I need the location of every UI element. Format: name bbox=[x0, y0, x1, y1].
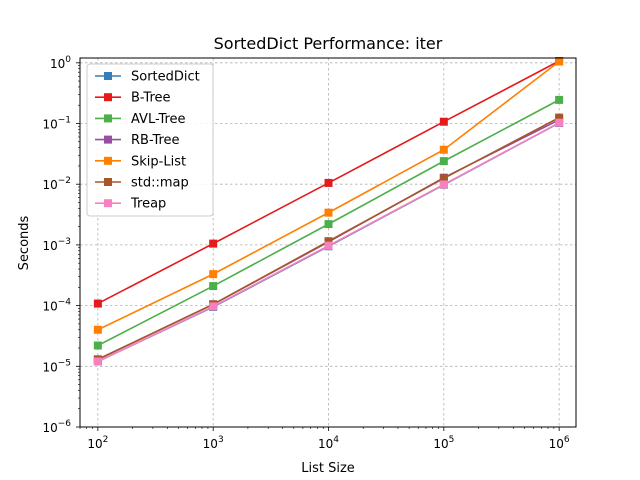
data-point bbox=[324, 237, 333, 246]
plot-frame bbox=[79, 57, 577, 428]
x-tick-label: 104 bbox=[318, 435, 339, 451]
legend-swatch-marker bbox=[104, 114, 112, 123]
legend-label: Skip-List bbox=[131, 154, 186, 169]
y-axis-ticks: 10−6 10−5 10−4 10−3 10−2 10−1 100 bbox=[42, 55, 80, 435]
data-point bbox=[209, 239, 218, 248]
chart-title: SortedDict Performance: iter bbox=[214, 34, 443, 53]
data-point bbox=[555, 113, 564, 122]
legend-item: std::map bbox=[95, 176, 189, 191]
x-tick-label: 102 bbox=[87, 435, 108, 451]
x-axis-ticks: 102 103 104 105 106 bbox=[79, 427, 570, 451]
legend-item: AVL-Tree bbox=[95, 112, 186, 127]
data-point bbox=[555, 57, 564, 66]
legend-swatch-marker bbox=[104, 199, 112, 208]
legend-swatch-marker bbox=[104, 135, 112, 144]
legend-label: SortedDict bbox=[131, 70, 200, 85]
series-treap bbox=[93, 118, 564, 366]
y-axis-label: Seconds bbox=[17, 215, 32, 270]
data-point bbox=[555, 118, 564, 127]
legend-item: SortedDict bbox=[95, 70, 200, 85]
data-point bbox=[93, 341, 102, 350]
x-tick-label: 103 bbox=[203, 435, 224, 451]
legend-item: B-Tree bbox=[95, 91, 171, 106]
legend-item: Treap bbox=[95, 197, 166, 212]
data-point bbox=[439, 174, 448, 183]
data-point bbox=[209, 302, 218, 311]
data-point bbox=[439, 180, 448, 189]
series-layer bbox=[93, 57, 564, 366]
y-tick-label: 10−5 bbox=[42, 358, 71, 374]
legend-swatch-marker bbox=[104, 72, 112, 80]
legend-label: Treap bbox=[130, 197, 166, 212]
data-point bbox=[93, 357, 102, 366]
legend-item: Skip-List bbox=[95, 154, 186, 169]
x-axis-label: List Size bbox=[301, 461, 355, 476]
x-tick-label: 106 bbox=[549, 435, 570, 451]
data-point bbox=[324, 208, 333, 217]
y-tick-label: 100 bbox=[50, 55, 71, 71]
x-tick-label: 105 bbox=[433, 435, 454, 451]
data-point bbox=[93, 299, 102, 308]
legend-swatch-marker bbox=[104, 178, 112, 186]
data-point bbox=[324, 220, 333, 229]
y-tick-label: 10−6 bbox=[42, 419, 71, 435]
data-point bbox=[439, 145, 448, 154]
data-point bbox=[324, 241, 333, 250]
y-tick-label: 10−4 bbox=[42, 298, 71, 314]
legend-swatch-marker bbox=[104, 93, 112, 102]
legend: SortedDict B-Tree AVL-Tree RB-Tree Skip-List… bbox=[86, 63, 214, 217]
y-tick-label: 10−1 bbox=[42, 116, 71, 132]
data-point bbox=[555, 95, 564, 104]
legend-box bbox=[86, 63, 214, 217]
legend-label: B-Tree bbox=[131, 91, 171, 106]
data-point bbox=[439, 117, 448, 126]
data-point bbox=[209, 282, 218, 291]
legend-label: AVL-Tree bbox=[131, 112, 186, 127]
legend-label: std::map bbox=[131, 176, 189, 191]
legend-label: RB-Tree bbox=[131, 133, 180, 148]
data-point bbox=[93, 325, 102, 334]
y-tick-label: 10−3 bbox=[42, 237, 71, 253]
legend-item: RB-Tree bbox=[95, 133, 180, 148]
series-skip-list bbox=[93, 57, 564, 334]
data-point bbox=[324, 178, 333, 187]
data-point bbox=[209, 270, 218, 279]
y-tick-label: 10−2 bbox=[42, 176, 71, 192]
series-avl-tree bbox=[93, 95, 564, 350]
legend-swatch-marker bbox=[104, 156, 112, 165]
data-point bbox=[439, 157, 448, 166]
